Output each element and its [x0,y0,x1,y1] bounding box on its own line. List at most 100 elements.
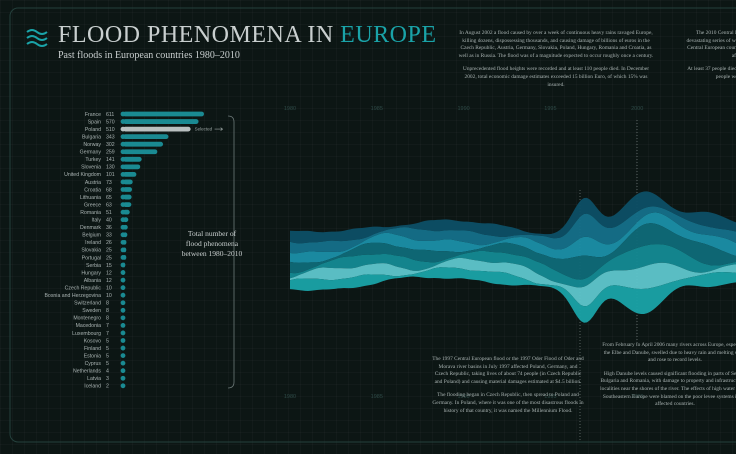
bar [123,134,169,140]
bar [123,300,125,306]
bar [123,292,125,298]
value-label: 8 [106,316,109,322]
stream-layer [290,257,736,307]
category-label: Norway [83,142,101,148]
value-label: 65 [106,195,112,201]
category-label: Austria [85,180,101,186]
value-label: 101 [106,172,115,178]
year-label: 1985 [371,394,383,400]
category-label: Albania [84,278,101,284]
title-text: FLOOD PHENOMENA IN [58,22,334,48]
category-label: Bulgaria [82,134,101,140]
category-label: Belgium [82,233,101,239]
value-label: 130 [106,165,115,171]
year-label: 1990 [457,394,469,400]
category-label: Montenegro [73,316,101,322]
value-label: 73 [106,180,112,186]
year-label: 2000 [631,394,643,400]
bar [123,315,125,321]
category-label: Estonia [84,353,101,359]
value-label: 12 [106,270,112,276]
value-label: 40 [106,218,112,224]
bar [123,345,124,351]
bar [123,270,125,275]
category-label: Bosnia and Herzegovina [44,293,101,299]
annotation-paragraph: From February to April 2006 many rivers … [602,342,736,364]
category-label: Turkey [85,157,101,163]
frame [9,7,736,443]
category-label: Poland [85,127,101,133]
bar [123,239,127,245]
annotation-paragraph: The 2010 Central European floods were a … [686,30,736,59]
value-label: 5 [106,346,109,352]
title: FLOOD PHENOMENA IN EUROPE [58,22,437,49]
stream-layer [290,206,736,254]
value-label: 5 [106,338,109,344]
year-label: 2000 [631,106,643,112]
category-label: Latvia [87,376,101,382]
value-label: 5 [106,353,109,359]
value-label: 26 [106,240,112,246]
value-label: 259 [106,150,115,156]
value-label: 63 [106,202,112,208]
annotation-paragraph: Unprecedented flood heights were recorde… [462,66,650,88]
value-label: 10 [106,285,112,291]
category-label: Netherlands [73,369,101,375]
year-label: 1980 [284,394,296,400]
category-label: Germany [80,150,102,156]
year-label: 1995 [544,394,556,400]
stream-layer [290,267,736,323]
value-label: 611 [106,112,114,118]
category-label: Slovakia [81,248,101,254]
category-label: Denmark [80,225,101,231]
value-label: 2 [106,384,109,390]
annotation-paragraph: The 1997 Central European flood or the 1… [432,356,584,385]
bar [123,323,124,328]
bracket [227,115,235,389]
value-label: 3 [106,376,109,382]
wave-icon [26,29,48,47]
category-label: France [85,112,101,118]
bar [123,330,124,336]
stream-layer [290,191,736,244]
value-label: 8 [106,308,109,314]
axis-label: Total number of flood phenomena between … [181,229,243,258]
bar [123,255,127,260]
category-label: Sweden [82,308,101,314]
bar [123,209,130,215]
year-label: 1980 [284,106,296,112]
annotation: The 2010 Central European floods were a … [686,30,736,88]
category-label: Iceland [84,384,101,390]
annotation-paragraph: At least 37 people died and approximatel… [687,66,736,80]
bar [123,285,125,291]
bar [123,307,125,313]
subtitle: Past floods in European countries 1980–2… [58,50,240,61]
title-highlight: EUROPE [340,22,437,48]
stream-layer [290,223,736,280]
stream-layer [290,244,736,288]
category-label: Cyprus [85,361,102,367]
bar [123,172,137,177]
value-label: 10 [106,293,112,299]
year-label: 1995 [544,106,556,112]
bar [123,247,127,253]
value-label: 343 [106,134,115,140]
value-label: 51 [106,210,112,216]
bar [123,368,124,374]
category-label: Spain [88,119,101,125]
year-label: 1990 [457,106,469,112]
value-label: 68 [106,187,112,193]
value-label: 12 [106,278,112,284]
annotation: In August 2002 a flood caused by over a … [458,30,654,95]
year-label: 1985 [371,106,383,112]
value-label: 25 [106,248,112,254]
category-label: Kosovo [84,338,101,344]
annotation-paragraph: In August 2002 a flood caused by over a … [458,30,654,59]
category-label: Ireland [85,240,101,246]
bar [123,164,141,170]
value-label: 141 [106,157,115,163]
category-label: Croatia [84,187,101,193]
category-label: Slovenia [81,165,101,171]
bar [123,338,124,343]
